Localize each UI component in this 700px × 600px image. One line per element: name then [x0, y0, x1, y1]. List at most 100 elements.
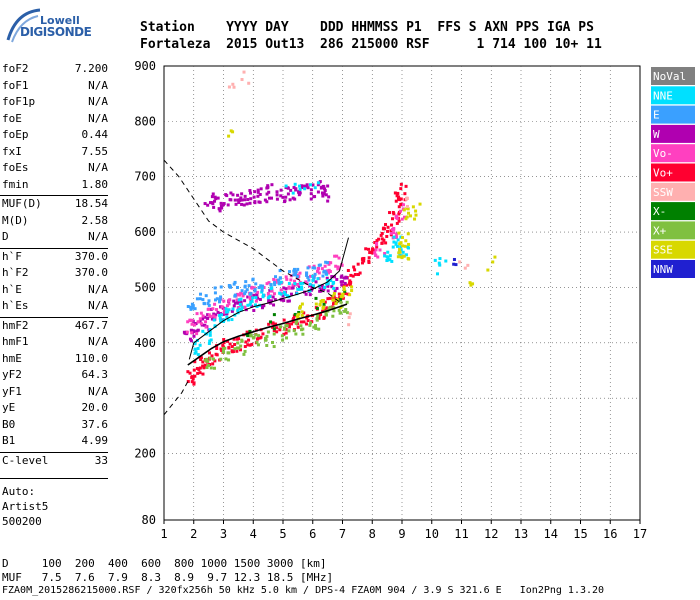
echo-point: [266, 296, 270, 300]
echo-point: [219, 295, 223, 299]
echo-point: [400, 256, 404, 260]
echo-point: [243, 292, 247, 296]
param-value: 2.58: [81, 213, 109, 227]
echo-point: [361, 261, 365, 265]
echo-point: [378, 248, 382, 252]
echo-point: [332, 302, 336, 306]
echo-point: [219, 357, 223, 361]
param-name: hmF2: [2, 318, 29, 332]
echo-point: [192, 381, 196, 385]
echo-point: [309, 274, 313, 278]
echo-point: [190, 331, 194, 335]
echo-point: [287, 281, 291, 285]
echo-point: [243, 345, 247, 349]
echo-point: [293, 273, 297, 277]
echo-point: [463, 266, 467, 270]
echo-point: [284, 275, 288, 279]
echo-point: [186, 370, 190, 374]
echo-point: [222, 310, 226, 314]
echo-point: [259, 187, 263, 191]
echo-point: [246, 295, 250, 299]
echo-point: [231, 307, 235, 311]
echo-point: [265, 192, 269, 196]
echo-point: [228, 284, 232, 288]
echo-point: [253, 190, 257, 194]
echo-point: [404, 217, 408, 221]
echo-point: [192, 368, 196, 372]
echo-point: [397, 219, 401, 223]
logo-swoosh-icon: [6, 8, 41, 43]
echo-point: [319, 288, 323, 292]
echo-point: [292, 329, 296, 333]
param-name: foF2: [2, 62, 29, 75]
echo-point: [212, 366, 216, 370]
param-name: M(D): [2, 213, 29, 227]
echo-point: [240, 192, 244, 196]
echo-point: [394, 242, 398, 246]
echo-point: [201, 329, 205, 333]
echo-point: [327, 261, 331, 265]
echo-point: [250, 286, 254, 290]
echo-point: [192, 330, 196, 334]
echo-point: [337, 308, 341, 312]
echo-point: [380, 237, 384, 241]
echo-point: [242, 352, 246, 356]
echo-point: [263, 198, 267, 202]
echo-point: [292, 269, 296, 273]
echo-point: [339, 275, 343, 279]
echo-point: [323, 300, 327, 304]
echo-point: [289, 188, 293, 192]
y-tick-label: 300: [134, 391, 156, 405]
y-tick-label: 900: [134, 59, 156, 73]
echo-point: [324, 260, 328, 264]
param-value: 7.200: [74, 62, 108, 75]
echo-point: [350, 285, 354, 289]
echo-point: [322, 185, 326, 189]
echo-point: [332, 300, 336, 304]
echo-point: [255, 340, 259, 344]
echo-point: [300, 302, 304, 306]
echo-point: [395, 214, 399, 218]
echo-point: [288, 286, 292, 290]
echo-point: [198, 366, 202, 370]
echo-point: [240, 338, 244, 342]
echo-point: [379, 233, 383, 237]
param-row: hmF1 N/A: [2, 335, 108, 350]
echo-point: [398, 247, 402, 251]
echo-point: [186, 320, 190, 324]
echo-point: [323, 187, 327, 191]
echo-point: [281, 338, 285, 342]
echo-point: [314, 302, 318, 306]
echo-point: [327, 262, 331, 266]
echo-point: [261, 293, 265, 297]
echo-point: [305, 322, 309, 326]
echo-point: [291, 286, 295, 290]
echo-point: [257, 286, 261, 290]
echo-point: [392, 235, 396, 239]
echo-point: [321, 306, 325, 310]
param-row: foEs N/A: [2, 161, 108, 176]
echo-point: [391, 210, 395, 214]
echo-point: [300, 287, 304, 291]
echo-point: [275, 326, 279, 330]
echo-point: [315, 269, 319, 273]
echo-point: [347, 323, 351, 327]
panel-separator: [0, 247, 108, 249]
echo-point: [390, 223, 394, 227]
echo-point: [298, 184, 302, 188]
echo-point: [316, 183, 320, 187]
echo-point: [188, 318, 192, 322]
echo-point: [272, 277, 276, 281]
echo-point: [305, 271, 309, 275]
echo-point: [397, 212, 401, 216]
echo-point: [370, 251, 374, 255]
echo-point: [245, 202, 249, 206]
echo-point: [247, 284, 251, 288]
echo-point: [237, 201, 241, 205]
echo-point: [275, 193, 279, 197]
echo-point: [269, 283, 273, 287]
echo-point: [255, 337, 259, 341]
param-name: h`F2: [2, 266, 29, 279]
echo-point: [341, 292, 345, 296]
echo-point: [269, 287, 273, 291]
